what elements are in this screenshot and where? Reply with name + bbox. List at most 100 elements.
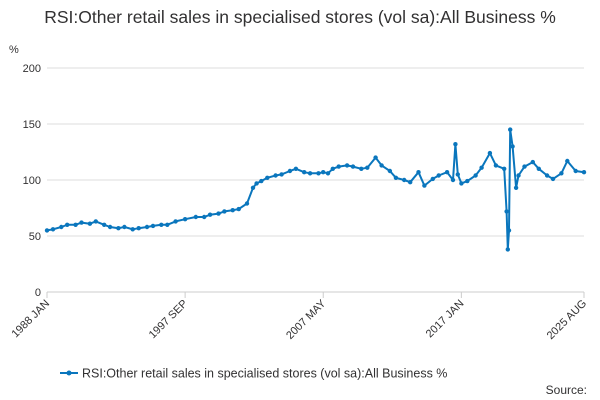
data-point-0-77: [536, 166, 541, 171]
y-tick-label-50: 50: [29, 231, 41, 243]
data-point-0-25: [230, 208, 235, 213]
data-point-0-11: [122, 224, 127, 230]
data-point-0-65: [487, 150, 493, 156]
data-point-0-61: [459, 181, 464, 186]
data-point-0-38: [316, 171, 321, 176]
data-point-0-16: [159, 222, 164, 227]
data-point-0-5: [79, 220, 84, 225]
data-point-0-59: [453, 142, 458, 147]
data-point-0-63: [473, 173, 478, 178]
data-point-0-39: [321, 170, 326, 175]
y-tick-label-200: 200: [23, 63, 41, 75]
data-point-0-6: [87, 221, 93, 226]
data-point-0-51: [402, 177, 407, 183]
data-point-0-15: [150, 223, 156, 229]
source-label: Source:: [545, 383, 587, 397]
data-point-0-10: [116, 226, 121, 231]
data-point-0-36: [302, 170, 307, 175]
data-point-0-49: [387, 168, 393, 174]
x-tick-label-1: 1997 SEP: [147, 298, 191, 342]
x-tick-label-2: 2007 MAY: [284, 297, 329, 342]
grid-layer: [47, 67, 584, 237]
data-point-0-48: [379, 163, 384, 168]
data-point-0-52: [408, 180, 413, 185]
data-point-0-37: [307, 171, 313, 176]
data-point-0-75: [522, 164, 527, 169]
x-tick-label-4: 2025 AUG: [545, 298, 589, 342]
data-point-0-46: [365, 165, 370, 170]
data-point-0-62: [465, 178, 470, 184]
data-point-0-53: [416, 170, 421, 175]
data-point-0-3: [65, 222, 70, 227]
data-point-0-76: [530, 159, 535, 165]
series-line-0: [46, 128, 585, 251]
data-point-0-28: [250, 185, 256, 190]
data-point-0-47: [373, 155, 378, 160]
data-point-0-73: [513, 185, 519, 190]
data-point-0-40: [325, 171, 331, 176]
data-point-0-82: [573, 168, 578, 174]
data-point-0-50: [393, 175, 399, 180]
data-point-0-32: [273, 173, 278, 178]
data-point-0-67: [502, 166, 507, 171]
data-point-0-29: [254, 181, 259, 186]
data-point-0-45: [359, 166, 364, 171]
data-point-0-66: [493, 163, 499, 168]
data-point-0-2: [59, 224, 64, 230]
data-point-0-9: [107, 224, 113, 230]
data-point-0-64: [479, 165, 484, 170]
legend-marker-swatch: [66, 370, 72, 376]
data-point-0-4: [73, 222, 78, 227]
data-point-0-71: [508, 127, 513, 132]
data-point-0-60: [455, 172, 460, 177]
data-point-0-30: [259, 178, 264, 184]
data-point-0-74: [516, 173, 521, 178]
data-point-0-57: [444, 170, 450, 175]
x-tick-label-3: 2017 JAN: [424, 298, 467, 341]
y-tick-label-150: 150: [23, 119, 41, 131]
data-point-0-69: [505, 247, 510, 252]
data-point-0-55: [430, 176, 435, 182]
data-point-0-1: [50, 227, 56, 232]
data-point-0-54: [422, 183, 427, 188]
data-point-0-12: [130, 227, 135, 232]
data-point-0-79: [550, 176, 556, 182]
data-point-0-43: [344, 163, 350, 168]
chart-title: RSI:Other retail sales in specialised st…: [44, 7, 556, 27]
data-point-0-17: [165, 222, 170, 227]
data-point-0-78: [544, 173, 550, 178]
data-point-0-19: [182, 217, 188, 222]
data-point-0-31: [265, 175, 270, 180]
data-point-0-34: [287, 168, 293, 174]
data-point-0-44: [350, 164, 356, 169]
data-point-0-81: [565, 158, 570, 164]
data-point-0-35: [293, 166, 299, 171]
data-point-0-0: [44, 228, 50, 233]
y-tick-label-0: 0: [35, 287, 41, 299]
axis-layer: 0 50 100 150 200 1988 JAN 1997 SEP 2007 MAY 2017…: [9, 63, 589, 342]
y-axis-unit-label: %: [9, 44, 19, 56]
legend: RSI:Other retail sales in specialised st…: [60, 367, 447, 381]
data-point-0-7: [93, 219, 99, 224]
y-tick-label-100: 100: [23, 175, 41, 187]
data-point-0-72: [510, 144, 515, 149]
data-point-0-21: [202, 214, 207, 220]
legend-label: RSI:Other retail sales in specialised st…: [82, 367, 447, 381]
data-point-0-13: [136, 226, 141, 231]
data-point-0-70: [506, 228, 512, 233]
data-point-0-18: [173, 219, 178, 224]
data-point-0-56: [436, 173, 441, 178]
data-point-0-27: [244, 201, 250, 206]
data-point-0-20: [193, 214, 198, 220]
data-point-0-42: [336, 164, 341, 169]
data-point-0-23: [216, 211, 221, 216]
data-point-0-83: [581, 170, 587, 175]
data-point-0-58: [450, 177, 456, 183]
data-point-0-68: [504, 209, 509, 214]
data-point-0-24: [222, 209, 227, 214]
data-point-0-80: [559, 171, 564, 176]
series-layer: [44, 127, 587, 252]
data-point-0-8: [102, 222, 107, 227]
